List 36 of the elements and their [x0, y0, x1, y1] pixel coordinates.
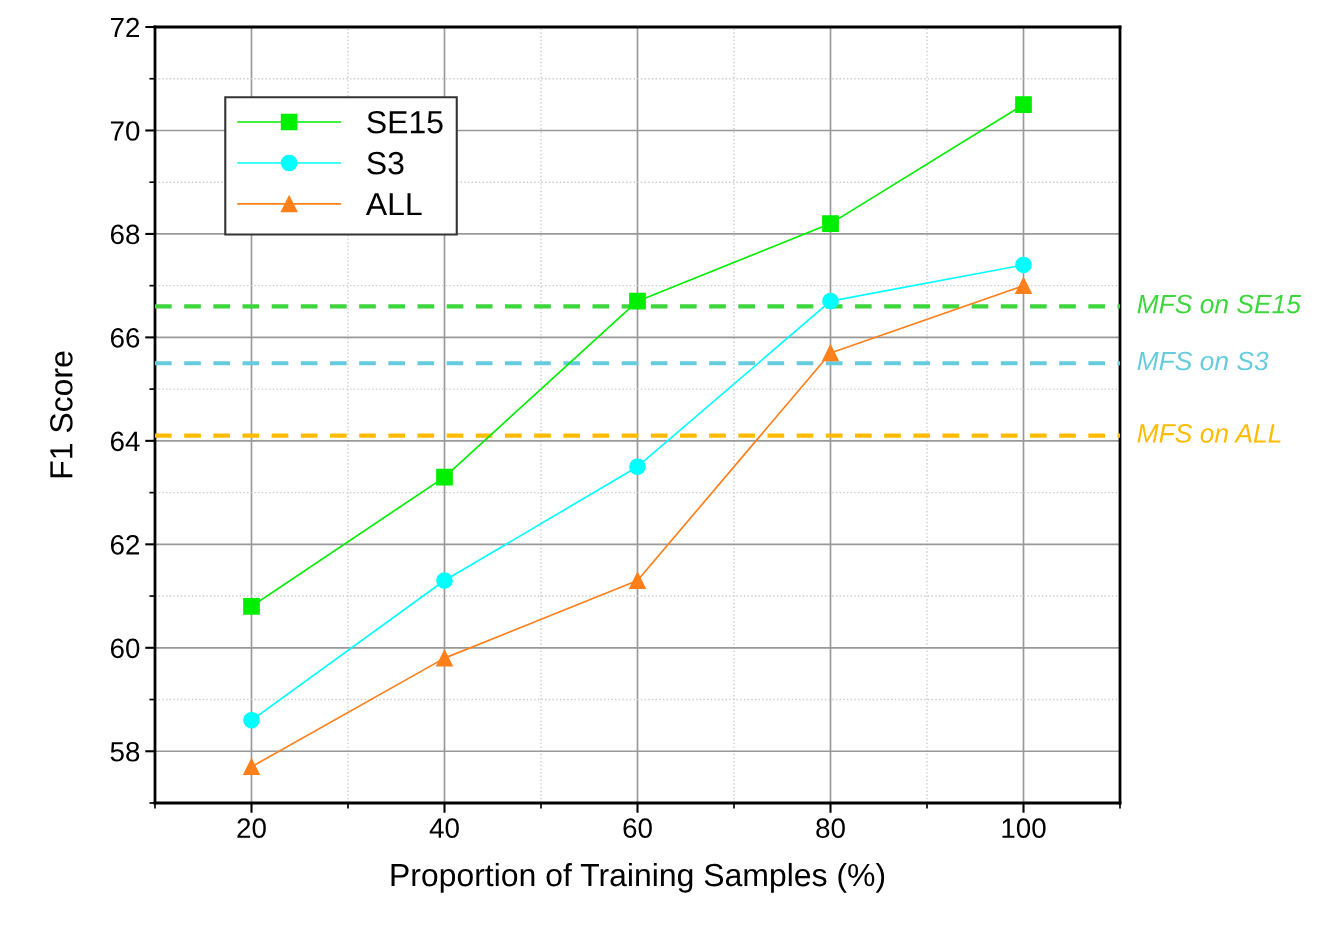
point — [629, 572, 646, 589]
x-axis-title: Proportion of Training Samples (%) — [391, 862, 885, 893]
ref-line-label: MFS on ALL — [1137, 424, 1281, 443]
x-tick-label: 20 — [237, 818, 266, 838]
y-tick-label: 70 — [110, 121, 140, 141]
point — [436, 649, 453, 667]
y-tick-label: 58 — [110, 741, 140, 762]
point — [436, 468, 453, 486]
ref-line-label: MFS on S3 — [1137, 351, 1269, 371]
point — [629, 458, 646, 476]
point — [1015, 277, 1032, 295]
y-tick-label: 68 — [110, 224, 140, 245]
legend-label: ALL — [365, 193, 422, 216]
point — [822, 344, 839, 362]
point — [243, 711, 260, 729]
ref-line-label: MFS on SE15 — [1137, 294, 1301, 314]
x-tick-label: 40 — [429, 818, 459, 838]
y-axis-title: F1 Score — [50, 351, 73, 478]
point — [629, 292, 646, 310]
x-tick-label: 60 — [623, 818, 652, 838]
point — [822, 215, 839, 232]
legend-label: SE15 — [367, 110, 443, 134]
point — [1015, 96, 1032, 113]
point — [822, 292, 839, 310]
y-tick-label: 66 — [110, 328, 140, 348]
point — [243, 758, 260, 776]
y-tick-label: 62 — [110, 535, 140, 555]
x-tick-label: 100 — [1002, 818, 1046, 838]
point — [436, 572, 453, 589]
y-tick-label: 64 — [110, 431, 140, 452]
point — [1015, 256, 1032, 274]
y-tick-label: 60 — [110, 638, 140, 659]
point — [243, 598, 260, 615]
x-tick-label: 80 — [816, 818, 845, 838]
legend-label: S3 — [367, 151, 404, 175]
y-tick-label: 72 — [110, 17, 140, 38]
